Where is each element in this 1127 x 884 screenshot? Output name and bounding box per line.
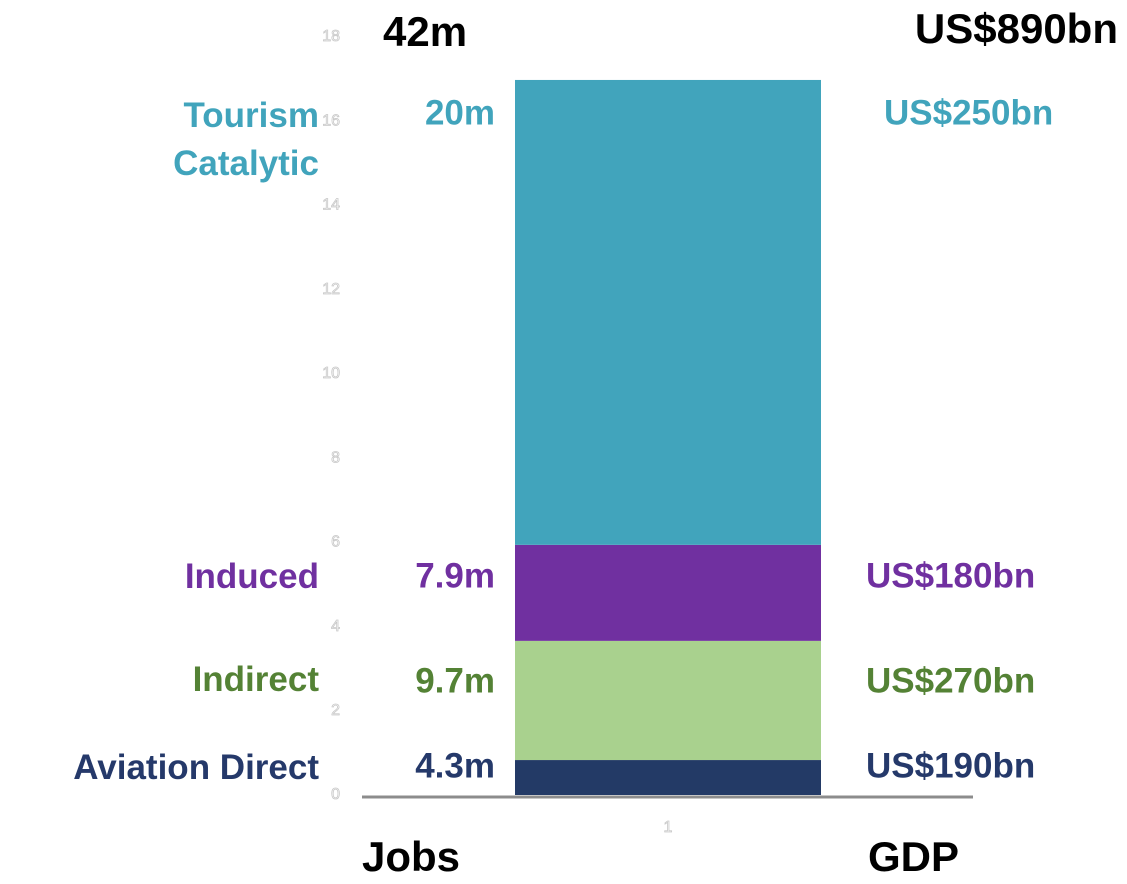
y-tick-label: 0 <box>331 786 340 803</box>
gdp-label: US$180bn <box>866 556 1035 595</box>
jobs-total: 42m <box>383 8 467 55</box>
y-tick-label: 2 <box>331 702 340 719</box>
jobs-axis-label: Jobs <box>362 833 460 880</box>
bar-segment <box>515 79 821 545</box>
y-tick-label: 6 <box>331 534 340 551</box>
jobs-label: 9.7m <box>415 661 495 700</box>
bar-segment <box>515 760 821 795</box>
y-tick-label: 10 <box>322 365 340 382</box>
y-tick-label: 14 <box>322 197 340 214</box>
gdp-axis-label: GDP <box>868 833 959 880</box>
gdp-label: US$190bn <box>866 746 1035 785</box>
series-name: Indirect <box>192 660 319 699</box>
jobs-label: 4.3m <box>415 746 495 785</box>
bar-segment <box>515 640 821 761</box>
y-tick-label: 12 <box>322 281 340 298</box>
y-tick-label: 18 <box>322 28 340 45</box>
series-name: Induced <box>184 557 319 596</box>
gdp-label: US$250bn <box>884 93 1053 132</box>
x-tick-label: 1 <box>664 819 673 836</box>
gdp-total: US$890bn <box>915 5 1118 52</box>
series-name: Tourism Catalytic <box>173 96 319 183</box>
series-name: Aviation Direct <box>73 748 319 787</box>
bar-segment <box>515 544 821 641</box>
jobs-label: 7.9m <box>415 556 495 595</box>
gdp-label: US$270bn <box>866 661 1035 700</box>
y-tick-label: 16 <box>322 112 340 129</box>
y-tick-label: 4 <box>331 618 340 635</box>
y-tick-label: 8 <box>331 449 340 466</box>
jobs-label: 20m <box>425 93 495 132</box>
